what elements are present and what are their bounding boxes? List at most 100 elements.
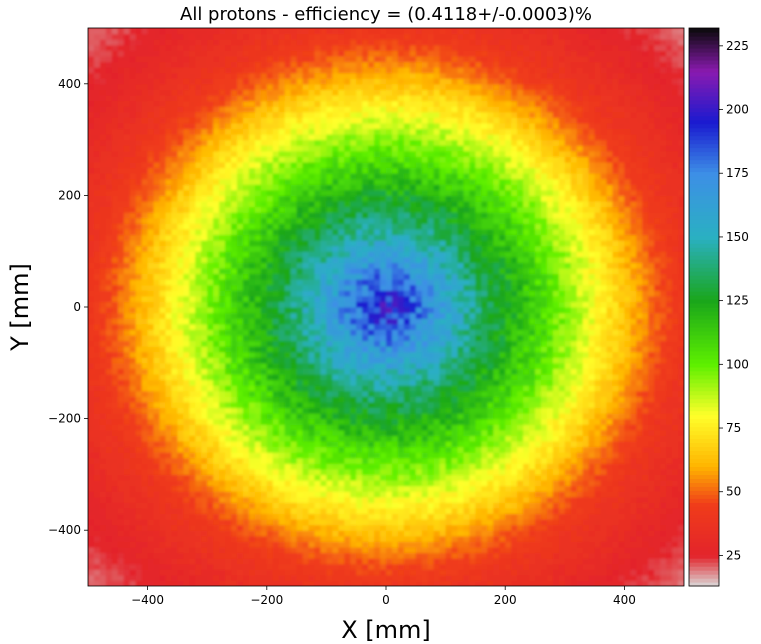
heatmap-cell: [88, 117, 95, 124]
heatmap-cell: [147, 463, 155, 470]
heatmap-cell: [93, 535, 101, 542]
heatmap-cell: [344, 28, 351, 35]
heatmap-cell: [326, 89, 333, 96]
heatmap-cell: [374, 251, 381, 258]
heatmap-cell: [171, 134, 178, 141]
heatmap-cell: [141, 468, 149, 475]
heatmap-cell: [290, 507, 298, 515]
heatmap-cell: [105, 396, 113, 403]
heatmap-cell: [207, 346, 214, 353]
heatmap-cell: [153, 513, 161, 520]
heatmap-cell: [344, 212, 351, 219]
heatmap-cell: [129, 284, 137, 291]
heatmap-cell: [254, 373, 262, 381]
heatmap-cell: [207, 574, 214, 582]
heatmap-cell: [141, 574, 149, 582]
heatmap-cell: [344, 468, 351, 475]
heatmap-cell: [362, 401, 369, 409]
heatmap-cell: [272, 223, 280, 230]
heatmap-cell: [260, 234, 268, 241]
heatmap-cell: [141, 89, 149, 96]
heatmap-cell: [153, 50, 161, 57]
heatmap-cell: [123, 128, 131, 135]
heatmap-cell: [183, 485, 190, 492]
heatmap-cell: [368, 78, 375, 85]
heatmap-cell: [326, 111, 333, 118]
heatmap-cell: [326, 463, 333, 470]
heatmap-cell: [254, 491, 262, 498]
heatmap-cell: [308, 424, 316, 431]
heatmap-cell: [284, 217, 292, 224]
heatmap-cell: [260, 122, 268, 130]
heatmap-cell: [93, 530, 101, 537]
heatmap-cell: [105, 563, 113, 570]
heatmap-cell: [344, 295, 351, 303]
heatmap-cell: [326, 273, 333, 280]
heatmap-cell: [105, 580, 113, 586]
heatmap-cell: [123, 139, 131, 146]
heatmap-cell: [290, 574, 298, 582]
heatmap-cell: [195, 569, 202, 576]
heatmap-cell: [332, 200, 339, 208]
heatmap-cell: [201, 502, 208, 509]
heatmap-cell: [171, 234, 178, 241]
heatmap-cell: [237, 385, 244, 392]
heatmap-cell: [88, 184, 95, 191]
heatmap-cell: [165, 491, 173, 498]
heatmap-cell: [105, 546, 113, 554]
heatmap-cell: [308, 574, 316, 582]
heatmap-cell: [278, 33, 286, 40]
heatmap-cell: [237, 468, 244, 475]
heatmap-cell: [88, 83, 95, 90]
heatmap-cell: [219, 429, 226, 436]
heatmap-cell: [189, 580, 196, 586]
heatmap-cell: [195, 396, 202, 403]
heatmap-cell: [326, 262, 333, 269]
heatmap-cell: [338, 580, 345, 586]
heatmap-cell: [237, 290, 244, 297]
heatmap-cell: [135, 33, 143, 40]
heatmap-cell: [242, 200, 250, 208]
heatmap-cell: [111, 396, 119, 403]
heatmap-cell: [326, 535, 333, 542]
heatmap-cell: [225, 468, 232, 475]
heatmap-cell: [225, 373, 232, 381]
heatmap-cell: [260, 156, 268, 163]
heatmap-cell: [159, 178, 167, 185]
heatmap-cell: [350, 178, 357, 185]
heatmap-cell: [201, 440, 208, 448]
heatmap-cell: [332, 541, 339, 548]
heatmap-cell: [314, 368, 322, 375]
heatmap-cell: [302, 496, 310, 503]
heatmap-cell: [189, 474, 196, 481]
heatmap-cell: [314, 200, 322, 208]
heatmap-cell: [129, 100, 137, 107]
heatmap-cell: [266, 83, 274, 90]
heatmap-cell: [284, 234, 292, 241]
heatmap-cell: [219, 519, 226, 526]
heatmap-cell: [290, 390, 298, 397]
heatmap-cell: [201, 139, 208, 146]
heatmap-cell: [326, 173, 333, 180]
heatmap-cell: [314, 39, 322, 46]
heatmap-cell: [266, 334, 274, 342]
heatmap-cell: [93, 267, 101, 275]
heatmap-cell: [254, 446, 262, 453]
heatmap-cell: [159, 94, 167, 102]
heatmap-cell: [362, 418, 369, 425]
heatmap-cell: [296, 429, 304, 436]
heatmap-cell: [141, 111, 149, 118]
heatmap-cell: [171, 78, 178, 85]
heatmap-cell: [105, 251, 113, 258]
heatmap-cell: [141, 273, 149, 280]
heatmap-cell: [213, 256, 220, 263]
heatmap-cell: [272, 100, 280, 107]
heatmap-cell: [93, 39, 101, 46]
heatmap-cell: [231, 94, 238, 102]
heatmap-cell: [147, 440, 155, 448]
heatmap-cell: [117, 307, 125, 314]
heatmap-cell: [254, 195, 262, 202]
heatmap-cell: [374, 295, 381, 303]
heatmap-cell: [272, 563, 280, 570]
heatmap-cell: [368, 373, 375, 381]
